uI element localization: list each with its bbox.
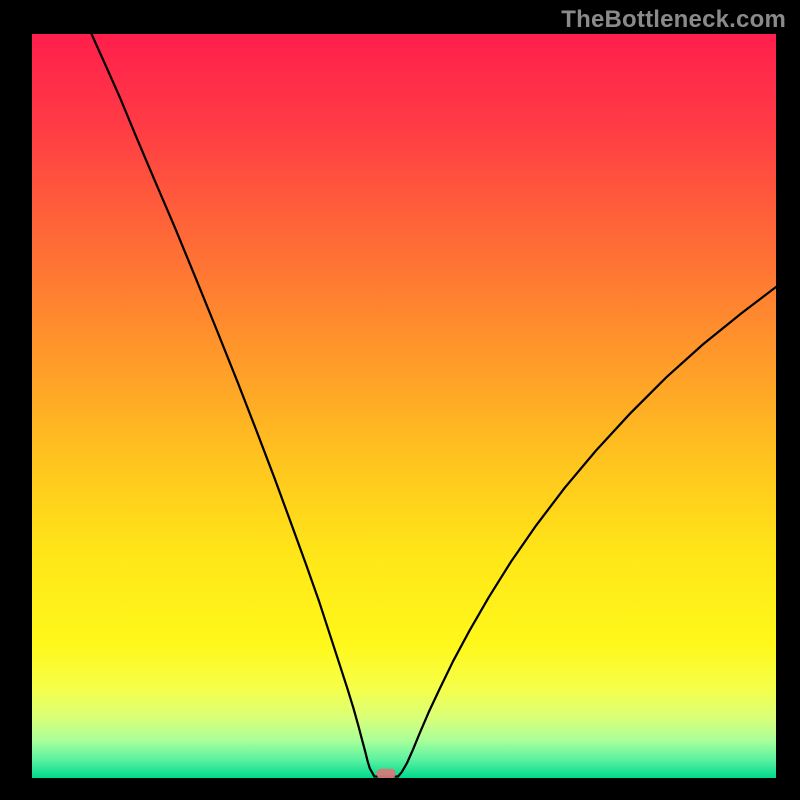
chart-svg	[32, 34, 776, 778]
marker-group	[376, 769, 395, 778]
plot-area	[28, 30, 772, 774]
chart-frame: TheBottleneck.com	[0, 0, 800, 800]
bottleneck-marker	[376, 769, 395, 778]
gradient-background	[32, 34, 776, 778]
